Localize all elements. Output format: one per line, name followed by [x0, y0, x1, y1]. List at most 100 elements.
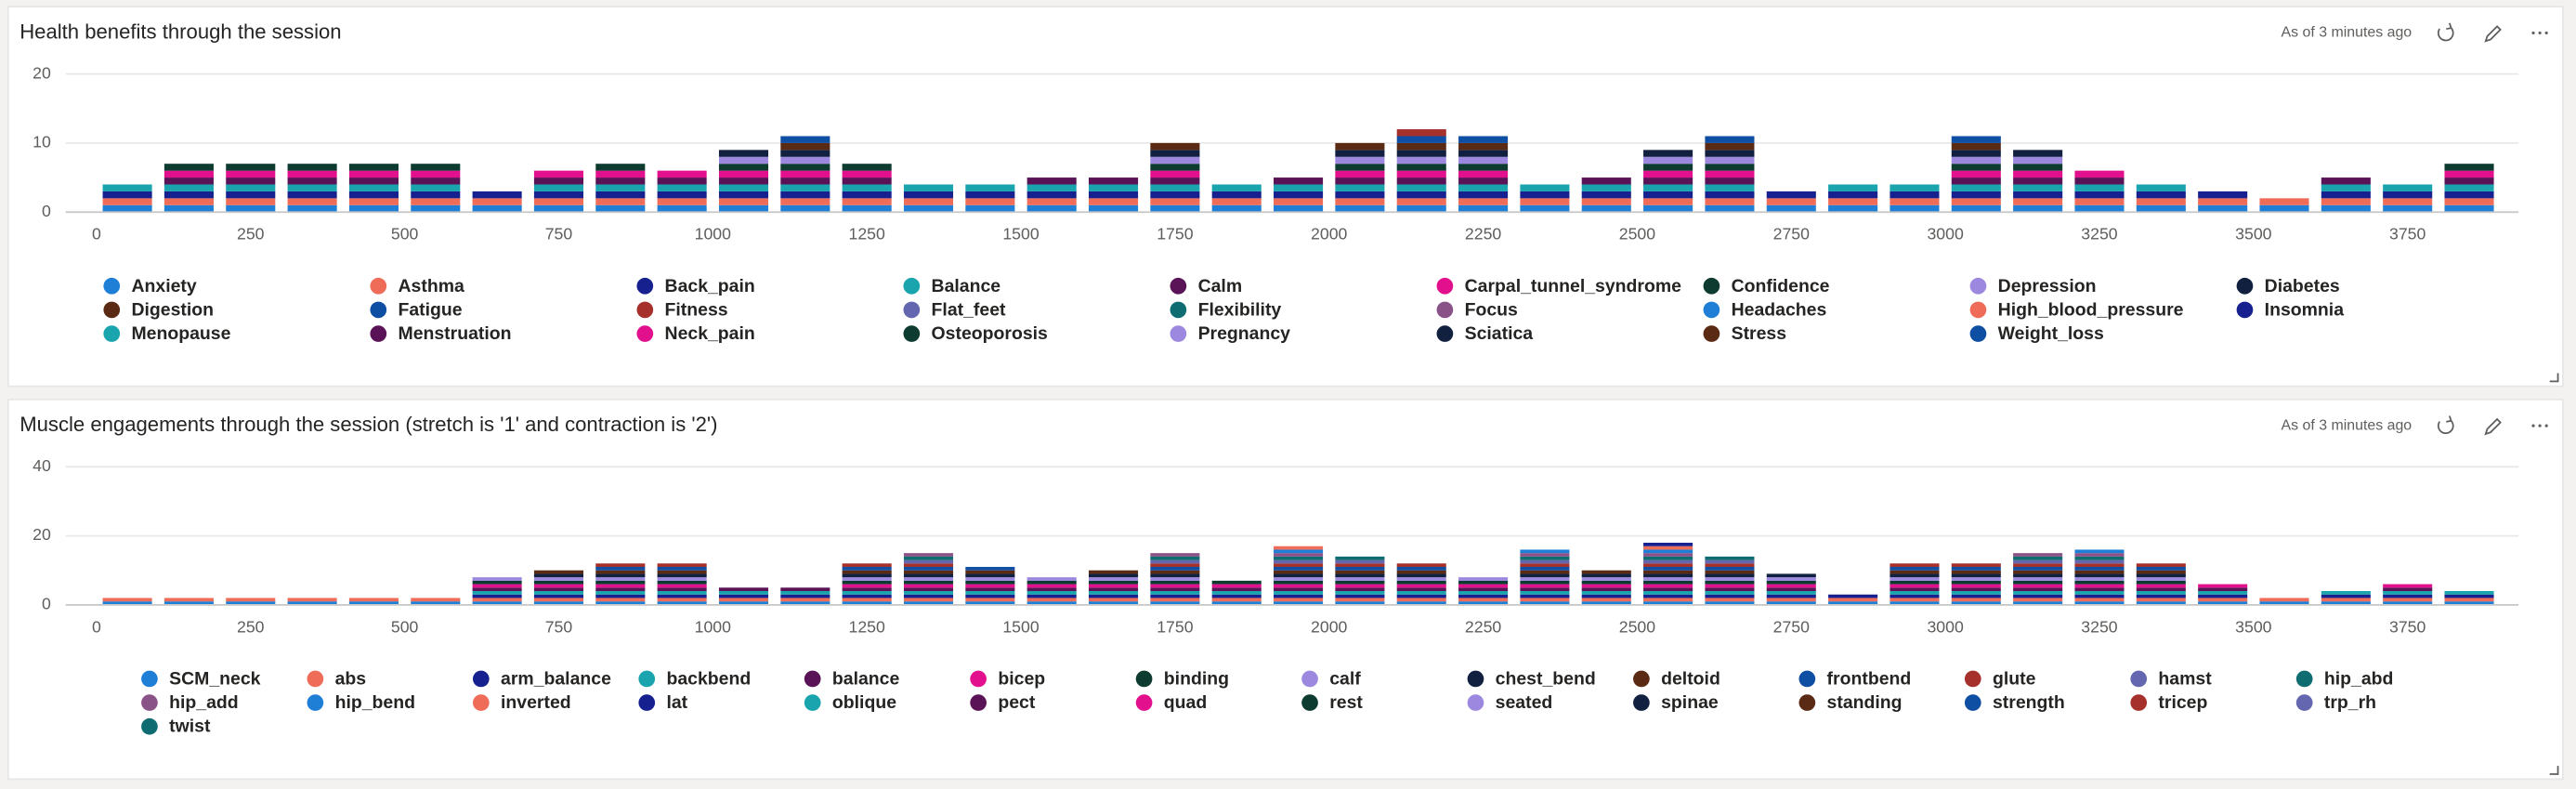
- legend-label: Osteoporosis: [932, 323, 1048, 344]
- x-tick-label: 2000: [1311, 617, 1347, 636]
- bar-segment: [1951, 584, 2001, 588]
- legend-swatch: [1633, 670, 1650, 688]
- bar-segment: [903, 198, 954, 205]
- bar-segment: [903, 567, 954, 571]
- bar-segment: [2444, 184, 2494, 191]
- bar-segment: [1088, 570, 1139, 574]
- bar-segment: [1274, 553, 1324, 557]
- edit-icon[interactable]: [2484, 417, 2502, 436]
- legend-label: binding: [1164, 668, 1229, 689]
- bar-segment: [657, 178, 707, 185]
- bar-segment: [2136, 601, 2186, 605]
- legend-label: Flat_feet: [932, 299, 1006, 320]
- bar-segment: [2444, 198, 2494, 205]
- bar-segment: [287, 191, 337, 199]
- bar-segment: [1396, 591, 1446, 595]
- resize-handle[interactable]: [2549, 766, 2559, 775]
- bar-segment: [411, 184, 461, 191]
- bar-segment: [226, 178, 276, 185]
- bar-segment: [1274, 584, 1324, 588]
- bar-segment: [1890, 567, 1940, 571]
- bar-segment: [1520, 184, 1570, 191]
- bar-segment: [657, 591, 707, 595]
- more-icon[interactable]: [2531, 424, 2548, 427]
- x-tick-label: 1500: [1002, 617, 1039, 636]
- bar-segment: [2074, 170, 2125, 178]
- bar-segment: [1705, 184, 1755, 191]
- bar-segment: [1088, 204, 1139, 213]
- bar-segment: [718, 601, 769, 605]
- bar-segment: [1335, 567, 1385, 571]
- more-icon[interactable]: [2531, 31, 2548, 35]
- legend-swatch: [103, 301, 121, 319]
- bar-segment: [1766, 204, 1816, 213]
- bar-segment: [2013, 556, 2063, 560]
- bar-segment: [1643, 580, 1693, 585]
- bar-segment: [842, 587, 892, 592]
- bar-segment: [1643, 563, 1693, 568]
- edit-icon[interactable]: [2484, 25, 2502, 43]
- bar-segment: [163, 198, 214, 205]
- legend-label: Digestion: [131, 299, 214, 320]
- bar-segment: [2013, 204, 2063, 213]
- bar-segment: [2321, 598, 2371, 602]
- bar-segment: [1951, 170, 2001, 178]
- bar-segment: [2444, 601, 2494, 605]
- bar-segment: [2074, 598, 2125, 602]
- bar-segment: [1396, 563, 1446, 568]
- bar-segment: [1766, 191, 1816, 199]
- bar-segment: [1643, 577, 1693, 581]
- bar-segment: [2013, 587, 2063, 592]
- bar-segment: [718, 198, 769, 205]
- bar-segment: [1088, 198, 1139, 205]
- refresh-icon[interactable]: [2437, 415, 2454, 435]
- bar-segment: [533, 178, 584, 185]
- legend-label: Fitness: [665, 299, 728, 320]
- bar-segment: [1274, 549, 1324, 554]
- bar-segment: [2074, 584, 2125, 588]
- bar-segment: [2321, 204, 2371, 213]
- legend-swatch: [370, 277, 387, 295]
- bar-segment: [1396, 156, 1446, 164]
- x-tick-label: 3500: [2235, 617, 2271, 636]
- bar-segment: [1274, 567, 1324, 571]
- bar-segment: [1520, 556, 1570, 560]
- timestamp: As of 3 minutes ago: [2282, 417, 2413, 433]
- legend-label: frontbend: [1827, 668, 1912, 689]
- bar-segment: [1274, 178, 1324, 185]
- bar-segment: [1705, 142, 1755, 151]
- bar-segment: [965, 184, 1015, 191]
- bar-segment: [1274, 573, 1324, 578]
- legend-label: Headaches: [1732, 299, 1827, 320]
- bar-segment: [1335, 142, 1385, 151]
- bar-segment: [1150, 598, 1200, 602]
- x-tick-label: 0: [92, 617, 101, 636]
- bar-segment: [1396, 577, 1446, 581]
- bar-segment: [1150, 198, 1200, 205]
- resize-handle[interactable]: [2549, 373, 2559, 383]
- bar-segment: [1581, 184, 1631, 191]
- bar-segment: [965, 601, 1015, 605]
- bar-segment: [2383, 591, 2433, 595]
- bar-segment: [842, 184, 892, 191]
- bar-segment: [1705, 584, 1755, 588]
- refresh-icon[interactable]: [2437, 22, 2454, 42]
- x-tick-label: 2250: [1465, 225, 1501, 243]
- bar-segment: [2013, 156, 2063, 164]
- bar-segment: [1150, 191, 1200, 199]
- bar-segment: [1520, 601, 1570, 605]
- bar-segment: [903, 559, 954, 564]
- bar-segment: [1458, 150, 1509, 157]
- bar-segment: [842, 164, 892, 171]
- bar-segment: [1520, 570, 1570, 574]
- bar-segment: [1890, 570, 1940, 574]
- legend-label: Focus: [1465, 299, 1518, 320]
- legend-swatch: [307, 670, 324, 688]
- bar-segment: [1335, 601, 1385, 605]
- bar-segment: [780, 136, 830, 143]
- bar-segment: [1396, 598, 1446, 602]
- bar-segment: [1643, 150, 1693, 157]
- x-tick-label: 3750: [2389, 617, 2426, 636]
- bar-segment: [1274, 556, 1324, 560]
- legend-label: arm_balance: [501, 668, 611, 689]
